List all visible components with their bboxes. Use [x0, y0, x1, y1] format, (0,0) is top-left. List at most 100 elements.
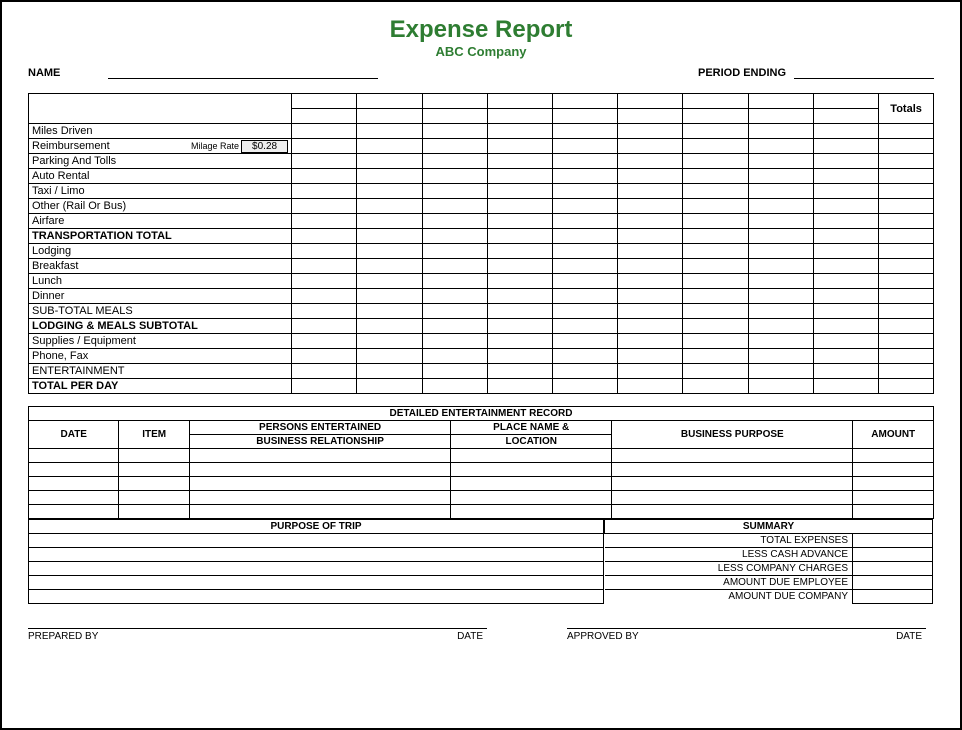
expense-cell[interactable]	[618, 214, 683, 229]
day-subheader[interactable]	[748, 109, 813, 124]
entertainment-cell[interactable]	[189, 463, 450, 477]
expense-cell[interactable]	[553, 349, 618, 364]
expense-cell[interactable]	[422, 304, 487, 319]
expense-cell[interactable]	[618, 154, 683, 169]
day-subheader[interactable]	[683, 109, 748, 124]
entertainment-cell[interactable]	[119, 449, 189, 463]
expense-cell[interactable]	[487, 364, 552, 379]
expense-cell[interactable]	[618, 184, 683, 199]
expense-cell[interactable]	[748, 259, 813, 274]
expense-cell[interactable]	[683, 244, 748, 259]
entertainment-cell[interactable]	[29, 505, 119, 519]
entertainment-cell[interactable]	[612, 449, 853, 463]
entertainment-cell[interactable]	[29, 477, 119, 491]
row-total-cell[interactable]	[879, 289, 934, 304]
expense-cell[interactable]	[422, 274, 487, 289]
purpose-cell[interactable]	[29, 548, 604, 562]
expense-cell[interactable]	[357, 229, 422, 244]
entertainment-cell[interactable]	[189, 477, 450, 491]
approved-by-line[interactable]: APPROVED BY	[567, 628, 867, 642]
expense-cell[interactable]	[553, 154, 618, 169]
row-total-cell[interactable]	[879, 139, 934, 154]
expense-cell[interactable]	[357, 214, 422, 229]
entertainment-cell[interactable]	[451, 449, 612, 463]
expense-cell[interactable]	[618, 364, 683, 379]
expense-cell[interactable]	[553, 184, 618, 199]
expense-cell[interactable]	[357, 274, 422, 289]
prepared-date-line[interactable]: DATE	[427, 628, 487, 642]
expense-cell[interactable]	[553, 304, 618, 319]
expense-cell[interactable]	[748, 364, 813, 379]
expense-cell[interactable]	[813, 334, 878, 349]
expense-cell[interactable]	[618, 139, 683, 154]
row-total-cell[interactable]	[879, 124, 934, 139]
expense-cell[interactable]	[292, 154, 357, 169]
expense-cell[interactable]	[683, 259, 748, 274]
row-total-cell[interactable]	[879, 154, 934, 169]
expense-cell[interactable]	[357, 259, 422, 274]
expense-cell[interactable]	[357, 184, 422, 199]
expense-cell[interactable]	[357, 169, 422, 184]
day-header[interactable]	[553, 94, 618, 109]
approved-date-line[interactable]: DATE	[866, 628, 926, 642]
expense-cell[interactable]	[683, 154, 748, 169]
expense-cell[interactable]	[683, 184, 748, 199]
day-header[interactable]	[618, 94, 683, 109]
row-total-cell[interactable]	[879, 274, 934, 289]
expense-cell[interactable]	[813, 319, 878, 334]
expense-cell[interactable]	[748, 379, 813, 394]
entertainment-cell[interactable]	[451, 505, 612, 519]
expense-cell[interactable]	[813, 139, 878, 154]
expense-cell[interactable]	[618, 304, 683, 319]
expense-cell[interactable]	[813, 214, 878, 229]
expense-cell[interactable]	[292, 259, 357, 274]
entertainment-cell[interactable]	[29, 449, 119, 463]
day-subheader[interactable]	[813, 109, 878, 124]
expense-cell[interactable]	[292, 379, 357, 394]
expense-cell[interactable]	[618, 259, 683, 274]
prepared-by-line[interactable]: PREPARED BY	[28, 628, 428, 642]
expense-cell[interactable]	[292, 304, 357, 319]
row-total-cell[interactable]	[879, 364, 934, 379]
day-header[interactable]	[683, 94, 748, 109]
expense-cell[interactable]	[422, 184, 487, 199]
row-total-cell[interactable]	[879, 334, 934, 349]
row-total-cell[interactable]	[879, 349, 934, 364]
expense-cell[interactable]	[292, 124, 357, 139]
expense-cell[interactable]	[357, 244, 422, 259]
expense-cell[interactable]	[813, 229, 878, 244]
entertainment-cell[interactable]	[451, 477, 612, 491]
expense-cell[interactable]	[553, 244, 618, 259]
expense-cell[interactable]	[487, 244, 552, 259]
expense-cell[interactable]	[357, 364, 422, 379]
expense-cell[interactable]	[618, 349, 683, 364]
expense-cell[interactable]	[683, 214, 748, 229]
expense-cell[interactable]	[357, 319, 422, 334]
expense-cell[interactable]	[748, 334, 813, 349]
expense-cell[interactable]	[487, 214, 552, 229]
expense-cell[interactable]	[683, 289, 748, 304]
summary-value[interactable]	[853, 590, 933, 604]
expense-cell[interactable]	[422, 154, 487, 169]
expense-cell[interactable]	[683, 274, 748, 289]
expense-cell[interactable]	[487, 274, 552, 289]
row-total-cell[interactable]	[879, 244, 934, 259]
expense-cell[interactable]	[813, 154, 878, 169]
expense-cell[interactable]	[683, 169, 748, 184]
expense-cell[interactable]	[487, 229, 552, 244]
summary-value[interactable]	[853, 548, 933, 562]
expense-cell[interactable]	[813, 274, 878, 289]
expense-cell[interactable]	[422, 259, 487, 274]
expense-cell[interactable]	[553, 229, 618, 244]
expense-cell[interactable]	[422, 169, 487, 184]
expense-cell[interactable]	[618, 319, 683, 334]
day-subheader[interactable]	[553, 109, 618, 124]
expense-cell[interactable]	[553, 214, 618, 229]
expense-cell[interactable]	[748, 214, 813, 229]
expense-cell[interactable]	[748, 199, 813, 214]
expense-cell[interactable]	[357, 154, 422, 169]
expense-cell[interactable]	[357, 349, 422, 364]
entertainment-cell[interactable]	[29, 463, 119, 477]
entertainment-cell[interactable]	[119, 477, 189, 491]
purpose-cell[interactable]	[29, 576, 604, 590]
